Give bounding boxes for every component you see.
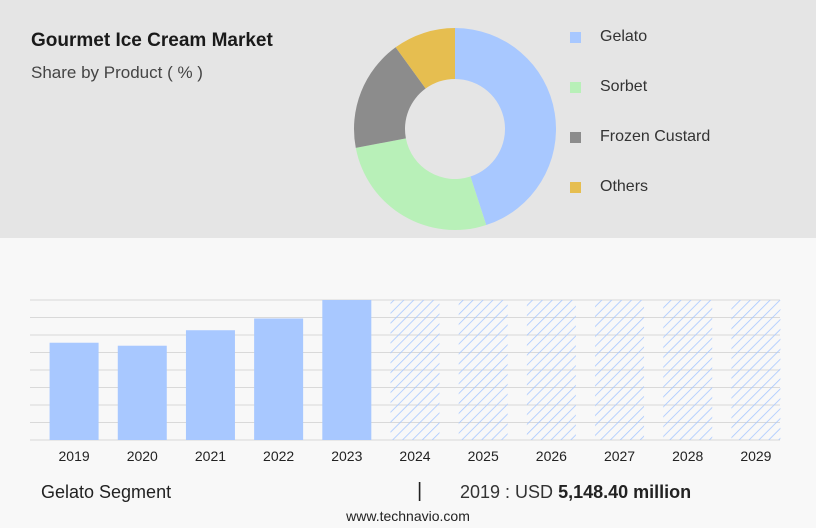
forecast-bar-2025: [458, 300, 508, 440]
forecast-bar-2026: [526, 300, 576, 440]
legend-item: Others: [570, 162, 800, 212]
donut-slice-others: [395, 28, 455, 89]
bar-chart: 2019 2020 2021 2022 2023 2024 2025 2026 2027 2028…: [30, 299, 781, 464]
legend-label: Others: [600, 178, 649, 195]
chart-title: Gourmet Ice Cream Market: [31, 30, 273, 51]
chart-subtitle: Share by Product ( % ): [31, 63, 203, 82]
x-tick-label: 2020: [127, 448, 158, 464]
x-tick-label: 2025: [468, 448, 499, 464]
x-tick-label: 2027: [604, 448, 635, 464]
footer-separator: |: [417, 480, 423, 502]
donut-chart: [354, 28, 556, 230]
forecast-bar-2024: [390, 300, 440, 440]
legend-item: Frozen Custard: [570, 112, 800, 162]
legend-swatch: [570, 81, 581, 93]
bar-2019: [49, 342, 99, 440]
segment-value-amount: 5,148.40 million: [558, 482, 692, 502]
legend-label: Frozen Custard: [600, 128, 711, 145]
x-tick-label: 2029: [740, 448, 771, 464]
legend-label: Gelato: [600, 28, 648, 45]
bar-2021: [185, 330, 235, 440]
x-tick-label: 2028: [672, 448, 703, 464]
legend-swatch: [570, 131, 581, 143]
segment-value: 2019 : USD 5,148.40 million: [460, 482, 691, 503]
forecast-bar-2029: [731, 300, 781, 440]
legend-item: Sorbet: [570, 62, 800, 112]
legend-label: Sorbet: [600, 78, 648, 95]
donut-slice-frozen-custard: [354, 47, 426, 148]
x-tick-label: 2019: [59, 448, 90, 464]
source-url: www.technavio.com: [346, 508, 470, 524]
x-tick-label: 2024: [399, 448, 430, 464]
forecast-bar-2027: [595, 300, 645, 440]
x-tick-label: 2022: [263, 448, 294, 464]
bar-2020: [117, 345, 167, 440]
segment-year-label: 2019 : USD: [460, 482, 554, 502]
forecast-bar-2028: [663, 300, 713, 440]
bar-2022: [254, 318, 304, 440]
donut-slice-gelato: [455, 28, 556, 226]
x-tick-label: 2026: [536, 448, 567, 464]
donut-slice-sorbet: [355, 138, 487, 230]
legend-swatch: [570, 181, 581, 193]
legend-swatch: [570, 31, 581, 43]
x-tick-label: 2021: [195, 448, 226, 464]
donut-legend: Gelato Sorbet Frozen Custard Others: [570, 12, 800, 212]
x-tick-label: 2023: [331, 448, 362, 464]
segment-label: Gelato Segment: [41, 482, 172, 502]
legend-item: Gelato: [570, 12, 800, 62]
bar-2023: [322, 300, 372, 440]
